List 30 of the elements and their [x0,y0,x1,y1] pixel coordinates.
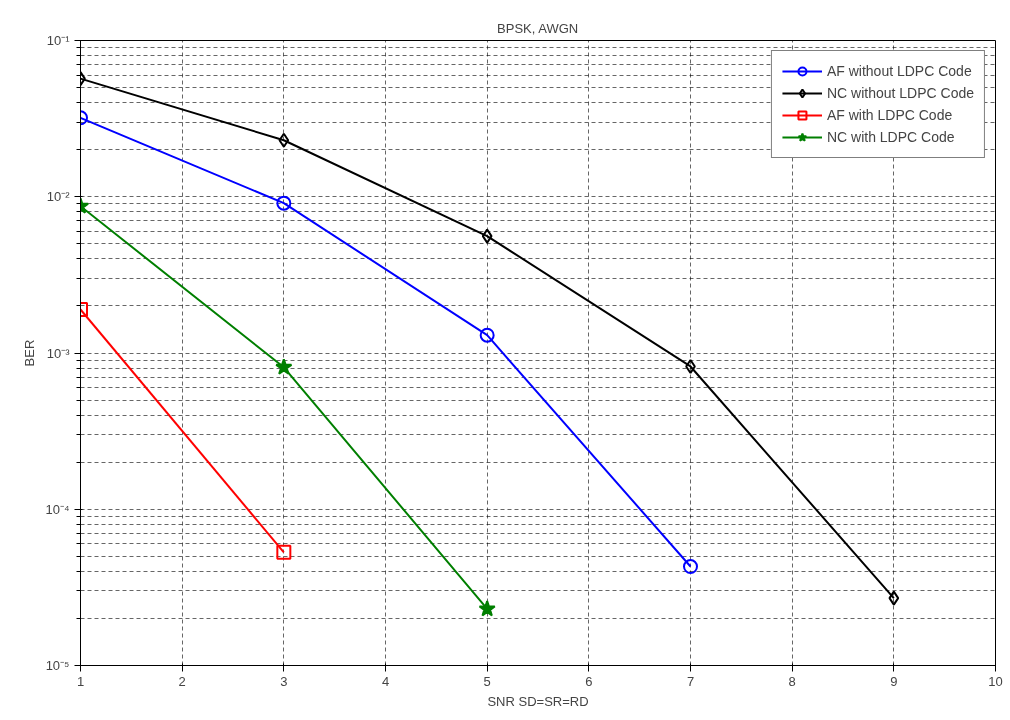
x-tick-label: 10 [988,673,1003,689]
point [275,358,293,375]
legend-label: AF with LDPC Code [826,107,953,123]
x-tick-label: 6 [585,673,593,689]
x-tick-label: 7 [686,673,695,689]
y-axis-title: BER [22,339,38,367]
point [683,559,698,575]
y-tick-label: 10⁻¹ [46,33,71,48]
y-tick-label: 10⁻³ [46,345,71,361]
chart-title: BPSK, AWGN [497,20,579,36]
x-tick-label: 1 [76,673,85,689]
legend-label: NC with LDPC Code [826,129,955,145]
point [888,590,900,606]
point [278,132,290,148]
x-tick-label: 5 [483,673,491,689]
x-tick-label: 2 [178,673,186,689]
point [478,599,496,617]
point [276,195,292,211]
x-tick-label: 9 [890,673,898,689]
y-tick-label: 10⁻⁴ [45,501,70,517]
legend-label: AF without LDPC Code [826,63,972,79]
point [481,228,493,244]
x-axis-title: SNR SD=SR=RD [487,693,589,709]
x-tick-label: 3 [280,673,288,689]
point [479,327,495,343]
x-tick-label: 4 [381,673,390,689]
y-tick-label: 10⁻⁵ [45,658,70,673]
x-tick-label: 8 [788,673,796,689]
legend-label: NC without LDPC Code [826,85,974,101]
y-tick-label: 10⁻² [46,189,71,205]
